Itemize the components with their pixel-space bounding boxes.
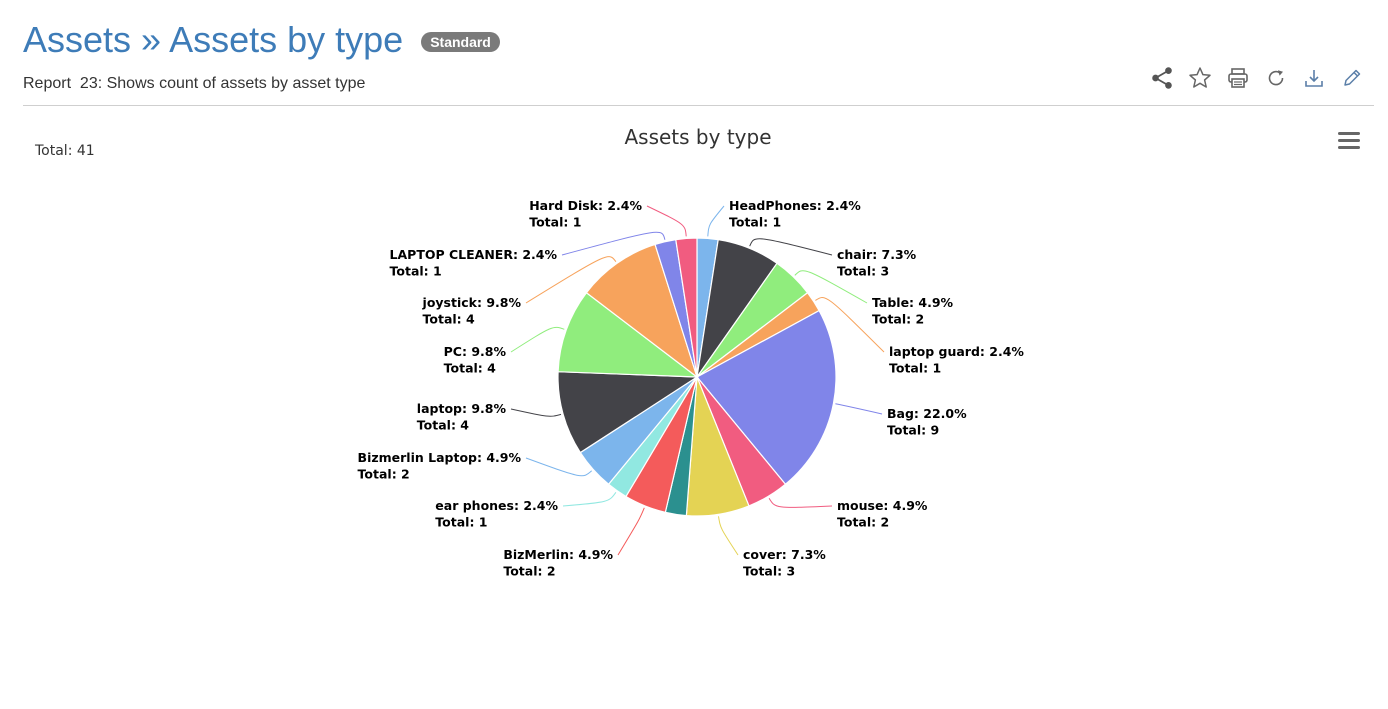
page-title: Assets » Assets by type	[23, 19, 404, 60]
slice-label: BizMerlin: 4.9% Total: 2	[503, 547, 613, 579]
pie-connector	[835, 403, 883, 415]
pie-connector	[646, 205, 687, 237]
pie-connector	[815, 297, 885, 353]
slice-label: Bizmerlin Laptop: 4.9% Total: 2	[358, 450, 522, 482]
download-icon[interactable]	[1302, 66, 1326, 90]
slice-label: laptop guard: 2.4% Total: 1	[889, 344, 1024, 376]
slice-label: HeadPhones: 2.4% Total: 1	[729, 198, 861, 230]
pie-connector	[525, 256, 617, 304]
pie-connector	[794, 270, 868, 304]
pie-slice-joystick[interactable]	[585, 243, 699, 379]
slice-label: joystick: 9.8% Total: 4	[422, 295, 522, 327]
slice-label: laptop: 9.8% Total: 4	[417, 401, 507, 433]
pie-connector	[749, 238, 833, 256]
pie-slice-laptop[interactable]	[557, 371, 699, 454]
pie-slice-pc[interactable]	[557, 291, 699, 378]
slice-label: Bag: 22.0% Total: 9	[887, 406, 967, 438]
pie-connector	[510, 326, 565, 353]
report-toolbar	[1150, 66, 1364, 90]
slice-label: cover: 7.3% Total: 3	[743, 547, 826, 579]
chart-title: Assets by type	[624, 125, 771, 149]
pie-chart: Assets by type HeadPhones: 2.4% Total: 1 c…	[358, 125, 1025, 579]
slice-label: Table: 4.9% Total: 2	[872, 295, 954, 327]
pie-connector	[510, 408, 562, 417]
total-count: Total: 41	[35, 143, 95, 159]
pie-connector	[561, 231, 666, 256]
chart-container: Total: 41 Assets by type HeadPhones: 2.4…	[23, 106, 1374, 709]
report-subtitle: Report 23: Shows count of assets by asse…	[23, 75, 366, 92]
slice-label: chair: 7.3% Total: 3	[837, 247, 917, 279]
print-icon[interactable]	[1226, 66, 1250, 90]
header-divider	[23, 105, 1374, 106]
chart-menu-icon[interactable]	[1338, 132, 1360, 152]
report-header: Assets » Assets by type Standard Report …	[23, 14, 1374, 92]
slice-label: mouse: 4.9% Total: 2	[837, 498, 928, 530]
slice-label: LAPTOP CLEANER: 2.4% Total: 1	[390, 247, 558, 279]
share-icon[interactable]	[1150, 66, 1174, 90]
title-row: Assets » Assets by type Standard	[23, 14, 1374, 66]
standard-badge: Standard	[421, 32, 500, 52]
pie-connector	[617, 507, 645, 556]
pie-connector	[525, 457, 593, 477]
edit-icon[interactable]	[1340, 66, 1364, 90]
pie-slice-hard-disk[interactable]	[675, 237, 698, 378]
slice-label: PC: 9.8% Total: 4	[444, 344, 507, 376]
pie-connector	[768, 497, 833, 508]
slice-label: Hard Disk: 2.4% Total: 1	[529, 198, 642, 230]
pie-connector	[562, 492, 617, 507]
slice-label: ear phones: 2.4% Total: 1	[435, 498, 558, 530]
star-icon[interactable]	[1188, 66, 1212, 90]
pie-slice-bag[interactable]	[696, 309, 837, 486]
pie-connector	[718, 516, 739, 556]
pie-connector	[707, 205, 725, 237]
refresh-icon[interactable]	[1264, 66, 1288, 90]
